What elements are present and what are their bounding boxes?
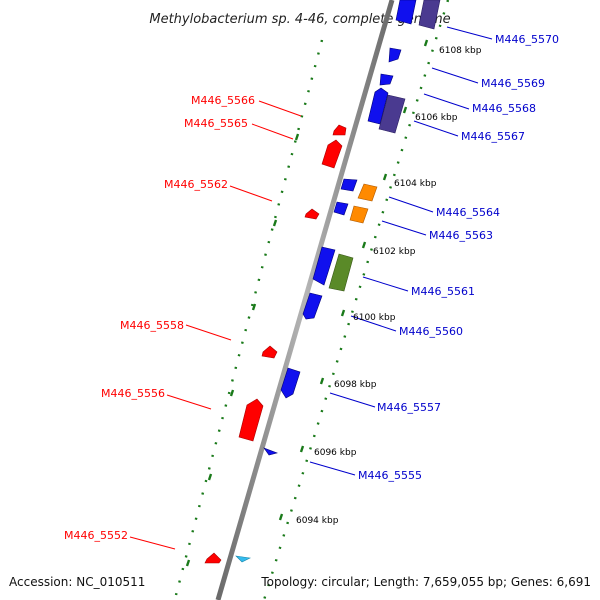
- scale-label: 6106 kbp: [415, 113, 458, 123]
- genome-backbone: [215, 0, 395, 600]
- gene-arrow-forward[interactable]: [235, 555, 251, 563]
- map-title: Methylobacterium sp. 4-46, complete geno…: [149, 12, 450, 27]
- gene-box-forward[interactable]: [395, 0, 417, 25]
- gene-label-forward[interactable]: M446_5570: [495, 33, 559, 46]
- gene-arrow-reverse[interactable]: [261, 345, 278, 359]
- gene-arrow-forward[interactable]: [333, 201, 349, 216]
- gene-arrow-forward[interactable]: [357, 183, 378, 202]
- forward-gene-labels: M446_5570 M446_5569 M446_5568 M446_5567 …: [358, 33, 559, 482]
- gene-label-forward[interactable]: M446_5557: [377, 401, 441, 414]
- topology-text: Topology: circular; Length: 7,659,055 bp…: [260, 575, 591, 589]
- gene-label-forward[interactable]: M446_5564: [436, 206, 500, 219]
- gene-label-reverse[interactable]: M446_5556: [101, 387, 165, 400]
- gene-arrow-forward[interactable]: [280, 367, 301, 399]
- reverse-track-guide: [174, 39, 324, 596]
- gene-label-forward[interactable]: M446_5561: [411, 285, 475, 298]
- gene-arrow-forward[interactable]: [349, 205, 369, 224]
- gene-arrow-forward[interactable]: [367, 87, 389, 125]
- gene-label-forward[interactable]: M446_5568: [472, 102, 536, 115]
- forward-track-guide: [262, 0, 450, 600]
- gene-label-forward[interactable]: M446_5560: [399, 325, 463, 338]
- scale-label: 6098 kbp: [334, 380, 377, 390]
- forward-genes: [235, 0, 441, 563]
- reverse-leaders: [129, 100, 302, 550]
- gene-label-reverse[interactable]: M446_5558: [120, 319, 184, 332]
- gene-arrow-forward[interactable]: [263, 447, 278, 456]
- gene-label-forward[interactable]: M446_5567: [461, 130, 525, 143]
- gene-box-forward[interactable]: [328, 253, 354, 292]
- gene-label-forward[interactable]: M446_5569: [481, 77, 545, 90]
- forward-leaders: [309, 26, 493, 476]
- scale-label: 6104 kbp: [394, 179, 437, 189]
- scale-ticks: [185, 39, 429, 567]
- gene-arrow-forward[interactable]: [379, 73, 394, 86]
- gene-box-forward[interactable]: [378, 94, 406, 134]
- gene-arrow-reverse[interactable]: [304, 208, 320, 220]
- scale-label: 6094 kbp: [296, 516, 339, 526]
- gene-arrow-reverse[interactable]: [204, 552, 222, 564]
- gene-arrow-forward[interactable]: [340, 178, 358, 192]
- gene-arrow-forward[interactable]: [302, 292, 323, 320]
- reverse-gene-labels: M446_5566 M446_5565 M446_5562 M446_5558 …: [64, 94, 255, 542]
- scale-labels: 6094 kbp 6096 kbp 6098 kbp 6100 kbp 6102…: [296, 46, 482, 526]
- gene-arrow-reverse[interactable]: [238, 398, 264, 442]
- gene-arrow-reverse[interactable]: [332, 124, 347, 136]
- gene-label-forward[interactable]: M446_5555: [358, 469, 422, 482]
- gene-box-forward[interactable]: [418, 0, 441, 30]
- gene-label-reverse[interactable]: M446_5565: [184, 117, 248, 130]
- scale-label: 6102 kbp: [373, 247, 416, 257]
- accession-text: Accession: NC_010511: [9, 575, 145, 589]
- gene-label-reverse[interactable]: M446_5566: [191, 94, 255, 107]
- scale-label: 6100 kbp: [353, 313, 396, 323]
- gene-arrow-reverse[interactable]: [321, 139, 343, 169]
- scale-label: 6096 kbp: [314, 448, 357, 458]
- gene-label-forward[interactable]: M446_5563: [429, 229, 493, 242]
- gene-label-reverse[interactable]: M446_5562: [164, 178, 228, 191]
- gene-arrow-forward[interactable]: [312, 246, 336, 286]
- gene-label-reverse[interactable]: M446_5552: [64, 529, 128, 542]
- gene-arrow-forward[interactable]: [388, 47, 402, 63]
- scale-label: 6108 kbp: [439, 46, 482, 56]
- reverse-genes: [204, 124, 347, 564]
